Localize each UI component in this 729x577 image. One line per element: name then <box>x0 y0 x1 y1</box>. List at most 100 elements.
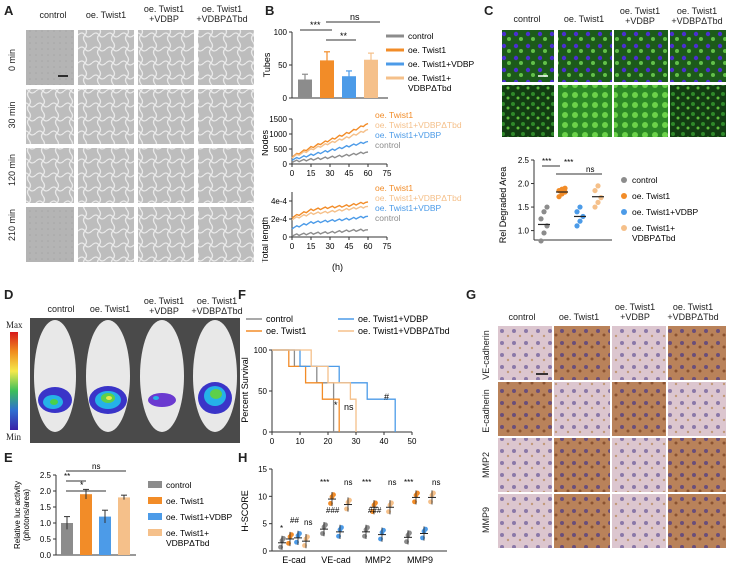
c-sig: *** <box>564 158 573 167</box>
d-col-text: oe. Twist1 +VDBPΔTbd <box>191 296 243 316</box>
h-significance-mark: ## <box>290 516 299 525</box>
x-tick-label: 0 <box>290 169 295 178</box>
f-tick-label: 50 <box>258 387 267 396</box>
a-tiles <box>26 30 254 262</box>
f-mark: * <box>334 400 338 410</box>
tick-label: 1000 <box>269 130 287 139</box>
c-fluorescence-grid <box>502 30 726 137</box>
panel-label-b: B <box>265 3 275 18</box>
e-tick-label: 2.0 <box>40 487 52 496</box>
h-significance-mark: ns <box>388 478 396 487</box>
h-category-label: MMP9 <box>407 555 433 565</box>
b-tubes-tick-label: 50 <box>278 61 287 70</box>
h-significance-mark: ### <box>326 506 340 515</box>
f-tick-label: 100 <box>254 346 268 355</box>
panel-label-f: F <box>238 287 246 302</box>
x-tick-label: 75 <box>383 242 392 251</box>
c-legend-label: VDBPΔTbd <box>632 233 676 243</box>
e-legend-label: VDBPΔTbd <box>166 538 210 548</box>
b-legend-label: control <box>408 31 434 41</box>
c-legend: control oe. Twist1 oe. Twist1+VDBP oe. Twis… <box>621 175 699 243</box>
c-legend-label: oe. Twist1+ <box>632 223 675 233</box>
b-legend-label: oe. Twist1+VDBP <box>408 59 475 69</box>
a-row-label: 30 min <box>7 101 17 129</box>
e-ylabel2: (photons/area) <box>22 489 31 541</box>
series-label: oe. Twist1 <box>375 110 413 120</box>
f-xtick-label: 40 <box>380 437 389 446</box>
x-tick-label: 75 <box>383 169 392 178</box>
c-legend-marker <box>621 225 627 231</box>
c-point <box>595 183 601 189</box>
f-legend-label: oe. Twist1+VDBP <box>358 314 428 324</box>
line-series <box>291 228 369 237</box>
b-tubes-bar <box>298 79 312 98</box>
panel-label-d: D <box>4 287 14 302</box>
x-tick-label: 30 <box>326 169 335 178</box>
c-tick-label: 2.5 <box>518 156 530 165</box>
e-ylabel: Relative luc activity <box>13 481 22 549</box>
a-micrograph-grid <box>26 30 254 262</box>
f-xtick-label: 20 <box>324 437 333 446</box>
a-col-text: oe. Twist1 +VDBP <box>143 4 185 24</box>
line-series <box>291 205 369 221</box>
h-significance-mark: ns <box>344 478 352 487</box>
g-col-label: oe. Twist1 +VDBPΔTbd <box>660 302 726 322</box>
x-tick-label: 15 <box>307 242 316 251</box>
c-point <box>541 230 547 236</box>
a-col-text: oe. Twist1 +VDBPΔTbd <box>196 4 248 24</box>
tick-label: 500 <box>274 145 288 154</box>
b-tubes-bar <box>364 59 378 98</box>
line-series <box>291 151 369 164</box>
e-legend-swatch <box>148 497 162 504</box>
panel-label-h: H <box>238 450 248 465</box>
series-label: oe. Twist1 <box>375 183 413 193</box>
x-tick-label: 0 <box>290 242 295 251</box>
d-col-label: control <box>47 304 75 314</box>
series-label: oe. Twist1+VDBPΔTbd <box>375 120 462 130</box>
g-row-label: MMP9 <box>481 507 491 534</box>
e-bar <box>99 516 111 555</box>
tick-label: 1500 <box>269 115 287 124</box>
c-sig: ns <box>586 165 594 174</box>
line-series <box>291 201 369 219</box>
f-ylabel: Percent Survival <box>240 357 250 423</box>
c-sig: *** <box>542 157 551 166</box>
h-ylabel: H-SCORE <box>240 490 250 532</box>
e-legend-label: oe. Twist1+VDBP <box>166 512 233 522</box>
c-scatter-chart: Rel Degraded Area *** *** ns 1.0 1.5 2.0 2.… <box>498 156 699 244</box>
f-legend-label: control <box>266 314 293 324</box>
f-tick-label: 0 <box>263 428 268 437</box>
series-label: oe. Twist1+VDBPΔTbd <box>375 193 462 203</box>
series-label: control <box>375 213 401 223</box>
c-col-label: control <box>513 14 541 24</box>
c-tick-label: 2.0 <box>518 180 530 189</box>
h-significance-mark: *** <box>320 478 329 487</box>
series-label: oe. Twist1+VDBP <box>375 203 442 213</box>
b-tubes-ylabel: Tubes <box>262 52 272 77</box>
c-point <box>577 204 583 210</box>
e-legend-label: oe. Twist1 <box>166 496 204 506</box>
d-scale-min: Min <box>6 432 22 442</box>
g-col-text: oe. Twist1 +VDBPΔTbd <box>667 302 719 322</box>
g-col-label: oe. Twist1 <box>558 312 600 322</box>
f-mark: ns <box>344 402 354 412</box>
c-col-text: oe. Twist1 +VDBP <box>619 6 661 26</box>
a-col-label: oe. Twist1 +VDBPΔTbd <box>192 4 252 24</box>
e-bar <box>80 494 92 555</box>
c-col-label: oe. Twist1 <box>563 14 605 24</box>
c-point <box>562 185 568 191</box>
line-series <box>291 140 369 161</box>
c-tick-label: 1.0 <box>518 227 530 236</box>
a-row-label: 0 min <box>7 49 17 72</box>
c-col-label: oe. Twist1 +VDBPΔTbd <box>666 6 728 26</box>
c-point <box>598 195 604 201</box>
c-point <box>577 218 583 224</box>
x-tick-label: 60 <box>364 242 373 251</box>
e-legend: control oe. Twist1 oe. Twist1+VDBP oe. Twis… <box>148 480 233 548</box>
panel-label-g: G <box>466 287 477 302</box>
a-row-label: 120 min <box>7 153 17 187</box>
line-series <box>291 215 369 230</box>
b-tubes-bar <box>342 76 356 98</box>
